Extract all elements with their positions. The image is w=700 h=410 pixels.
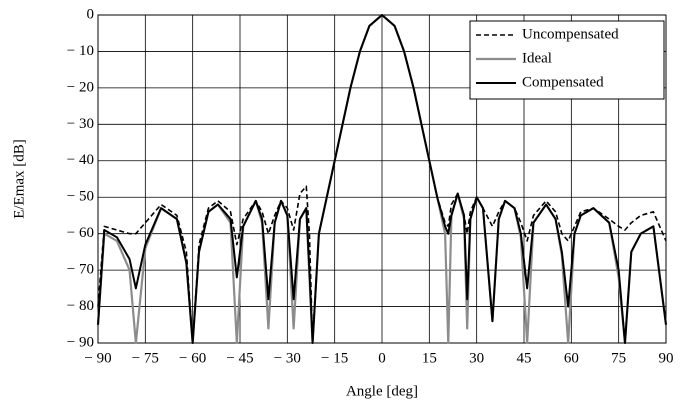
legend-box xyxy=(469,20,665,100)
series-line xyxy=(97,14,667,344)
y-tick-label: − 40 xyxy=(67,152,94,168)
legend-label: Uncompensated xyxy=(522,26,619,42)
x-tick-label: 75 xyxy=(611,350,626,366)
x-tick-label: 60 xyxy=(564,350,579,366)
y-tick-label: − 20 xyxy=(67,79,94,95)
x-tick-label: 15 xyxy=(422,350,437,366)
y-tick-label: − 80 xyxy=(67,298,94,314)
x-tick-label: − 45 xyxy=(226,350,253,366)
y-tick-label: − 70 xyxy=(67,262,94,278)
x-tick-label: − 15 xyxy=(321,350,348,366)
legend-label: Ideal xyxy=(522,50,552,66)
x-tick-label: 90 xyxy=(659,350,674,366)
x-tick-label: − 60 xyxy=(179,350,206,366)
legend-label: Compensated xyxy=(522,74,604,90)
y-tick-label: − 90 xyxy=(67,334,94,350)
y-tick-label: − 60 xyxy=(67,225,94,241)
y-tick-label: − 50 xyxy=(67,189,94,205)
y-tick-label: 0 xyxy=(87,6,95,22)
x-tick-label: − 90 xyxy=(84,350,111,366)
y-axis-label: E/Emax [dB] xyxy=(11,139,27,219)
x-axis-label: Angle [deg] xyxy=(346,383,418,399)
x-tick-label: − 30 xyxy=(274,350,301,366)
y-tick-label: − 30 xyxy=(67,116,94,132)
x-tick-label: 30 xyxy=(469,350,484,366)
y-tick-label: − 10 xyxy=(67,43,94,59)
x-tick-label: 45 xyxy=(517,350,532,366)
x-tick-label: − 75 xyxy=(132,350,159,366)
x-tick-label: 0 xyxy=(378,350,386,366)
